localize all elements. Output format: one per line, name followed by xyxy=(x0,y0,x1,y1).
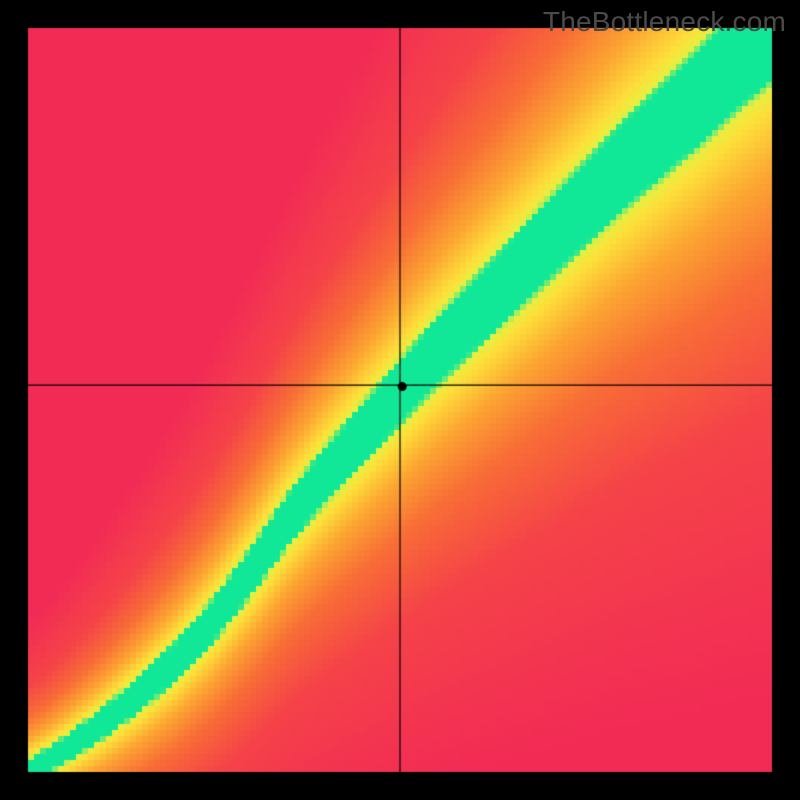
chart-container: TheBottleneck.com xyxy=(0,0,800,800)
bottleneck-heatmap-canvas xyxy=(0,0,800,800)
